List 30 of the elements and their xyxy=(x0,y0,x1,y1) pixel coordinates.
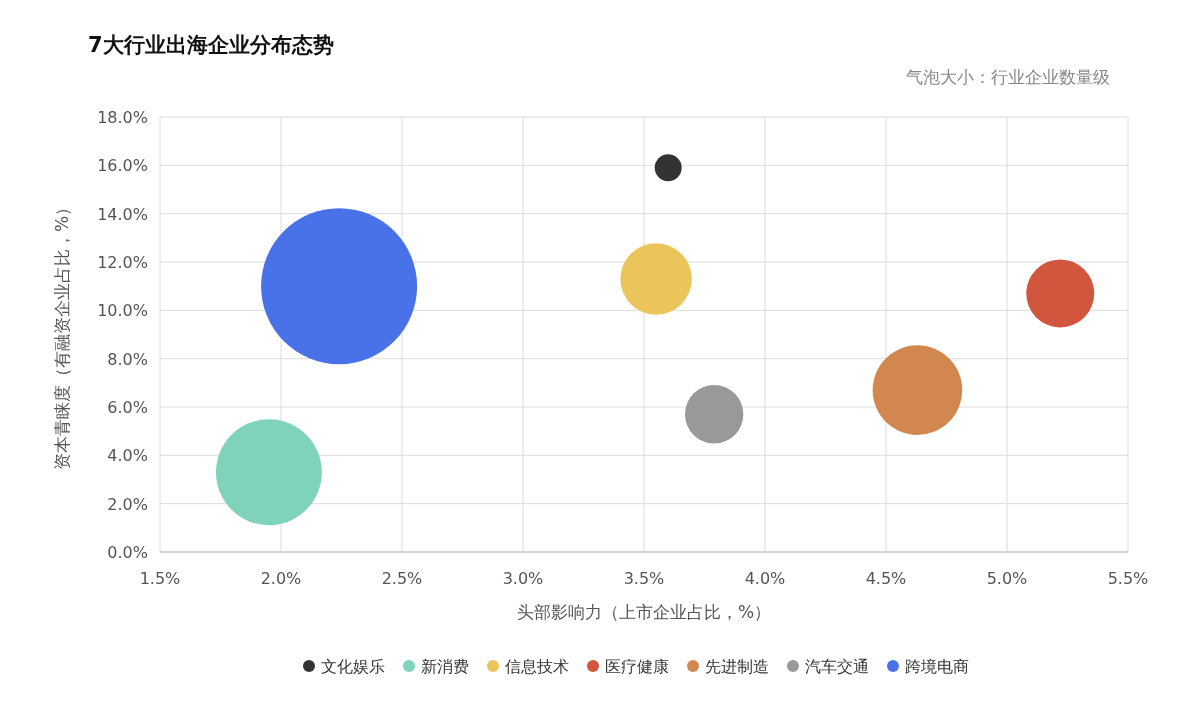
x-tick-label: 5.5% xyxy=(1107,569,1149,588)
x-tick-label: 5.0% xyxy=(986,569,1028,588)
y-tick-label: 12.0% xyxy=(97,253,148,272)
legend-label: 文化娱乐 xyxy=(321,657,385,676)
y-tick-label: 8.0% xyxy=(107,349,148,369)
legend-label: 新消费 xyxy=(421,657,469,676)
legend-label: 先进制造 xyxy=(705,657,769,676)
legend-label: 汽车交通 xyxy=(805,657,869,676)
y-tick-label: 4.0% xyxy=(107,446,148,466)
x-tick-label: 2.5% xyxy=(381,569,423,588)
x-tick-label: 4.0% xyxy=(744,569,786,588)
x-tick-label: 4.5% xyxy=(865,569,907,588)
y-tick-label: 10.0% xyxy=(97,301,148,321)
y-axis-title: 资本青睐度（有融资企业占比，%） xyxy=(52,198,72,471)
x-tick-label: 2.0% xyxy=(260,569,302,588)
chart-title: 7大行业出海企业分布态势 xyxy=(88,33,334,57)
y-tick-label: 0.0% xyxy=(107,543,148,562)
y-tick-label: 18.0% xyxy=(97,108,148,127)
x-tick-label: 1.5% xyxy=(139,569,181,588)
legend-label: 信息技术 xyxy=(505,657,569,676)
legend-label: 医疗健康 xyxy=(605,657,669,676)
y-tick-label: 2.0% xyxy=(107,494,148,514)
legend-label: 跨境电商 xyxy=(905,657,969,676)
y-tick-label: 16.0% xyxy=(97,156,148,176)
x-tick-label: 3.0% xyxy=(502,569,544,588)
x-tick-label: 3.5% xyxy=(623,569,665,588)
y-tick-label: 6.0% xyxy=(107,398,148,417)
text: 气泡大小：行业企业数量级 xyxy=(906,67,1110,87)
y-tick-label: 14.0% xyxy=(97,204,148,224)
x-axis-title: 头部影响力（上市企业占比，%） xyxy=(516,602,772,622)
